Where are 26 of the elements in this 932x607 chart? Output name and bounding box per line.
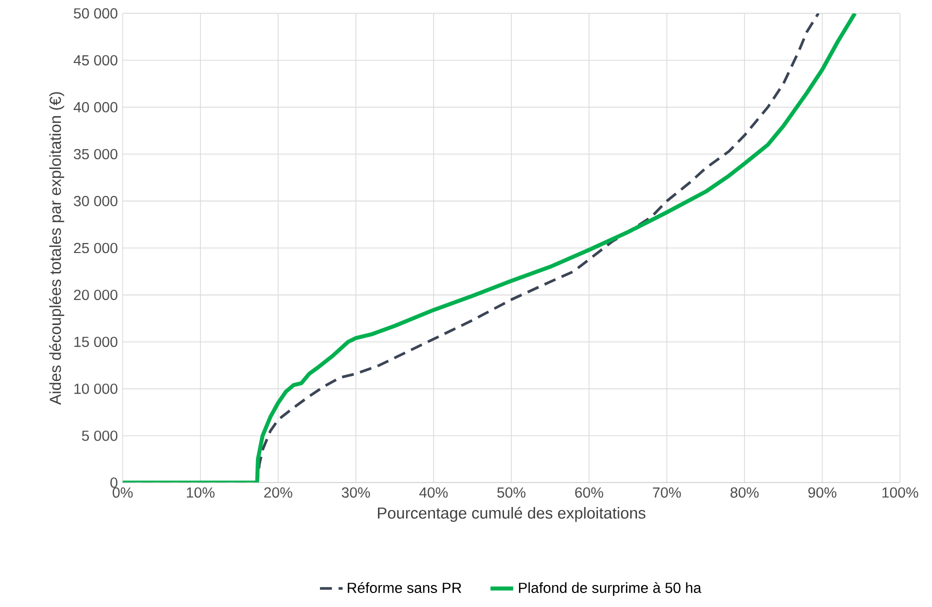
y-tick-label: 40 000	[74, 102, 118, 113]
y-tick-label: 30 000	[74, 196, 118, 206]
y-tick-label: 5 000	[82, 430, 118, 442]
x-tick-label: 90%	[808, 488, 836, 498]
y-axis-title: Aides découplées totales par exploitation (€)	[49, 92, 64, 405]
legend-label: Plafond de surprime à 50 ha	[519, 582, 702, 596]
x-tick-label: 60%	[575, 488, 604, 498]
x-tick-label: 0%	[112, 488, 133, 498]
y-tick-label: 50 000	[74, 8, 118, 19]
x-axis-title: Pourcentage cumulé des exploitations	[378, 506, 646, 522]
x-tick-label: 70%	[652, 488, 681, 498]
y-tick-label: 45 000	[74, 55, 118, 66]
x-tick-label: 30%	[342, 488, 370, 498]
y-tick-label: 25 000	[74, 243, 118, 254]
x-tick-label: 10%	[186, 488, 214, 498]
y-tick-label: 0	[110, 478, 118, 488]
y-tick-label: 20 000	[74, 290, 118, 300]
x-tick-label: 50%	[497, 488, 526, 498]
x-tick-label: 80%	[730, 488, 759, 498]
y-tick-label: 15 000	[74, 336, 118, 348]
legend-label: Réforme sans PR	[348, 582, 462, 594]
x-tick-label: 20%	[264, 488, 292, 498]
x-tick-label: 40%	[419, 488, 448, 498]
y-tick-label: 10 000	[74, 384, 118, 394]
x-tick-label: 100%	[882, 488, 918, 498]
y-tick-label: 35 000	[74, 149, 118, 160]
